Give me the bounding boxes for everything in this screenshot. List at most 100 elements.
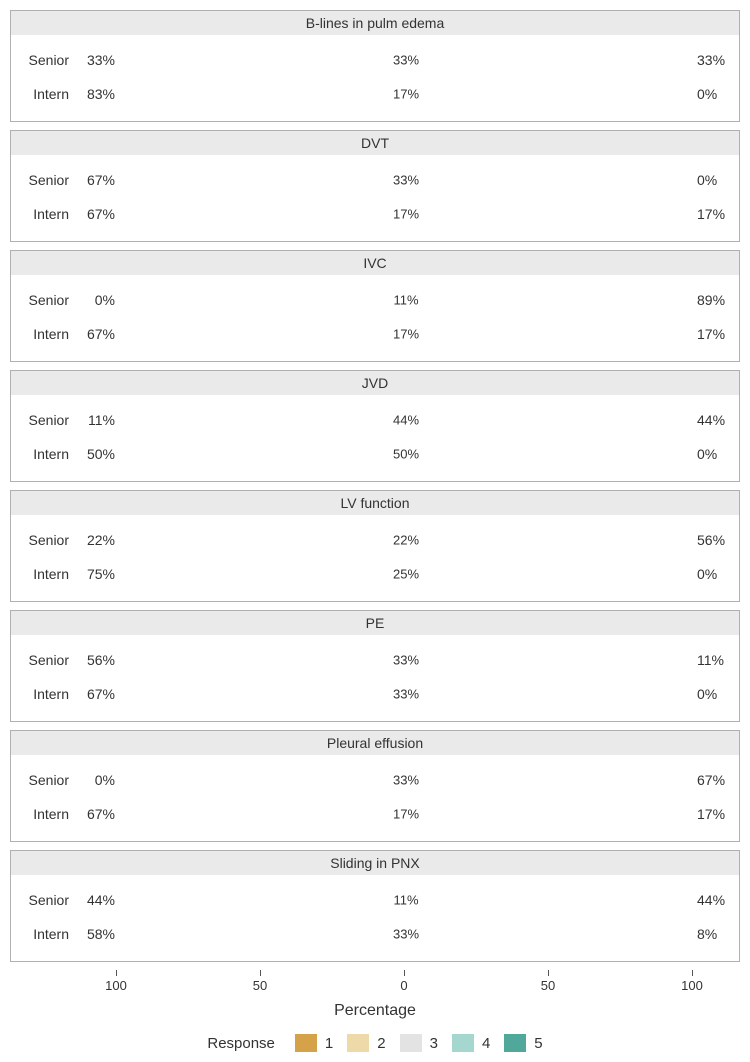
axis-tick-label: 100 [105,978,127,993]
row-left-pct: 58% [73,926,121,942]
facet-panel: B-lines in pulm edemaSenior33%33%33%Inte… [10,10,740,122]
facet-panel: DVTSenior67%33%0%Intern67%17%17% [10,130,740,242]
legend-swatch [400,1034,422,1052]
y-category-label: Intern [11,86,73,102]
row-neutral-pct: 33% [393,53,419,68]
x-axis: 10050050100 [10,970,740,998]
legend-label: 4 [482,1035,490,1052]
bar-area: 11% [121,889,691,911]
facet-title: JVD [11,371,739,395]
legend-item: 1 [295,1034,333,1052]
facet-body: Senior44%11%44%Intern58%33%8% [11,875,739,961]
legend-swatch [347,1034,369,1052]
bar-area: 33% [121,923,691,945]
bar-row: Intern75%25%0% [11,559,739,589]
axis-tick-label: 50 [541,978,555,993]
axis-tick-label: 50 [253,978,267,993]
y-category-label: Senior [11,892,73,908]
facet-title: Sliding in PNX [11,851,739,875]
facet-title: LV function [11,491,739,515]
legend-item: 4 [452,1034,490,1052]
row-right-pct: 44% [691,892,739,908]
axis-tick-label: 100 [681,978,703,993]
row-left-pct: 56% [73,652,121,668]
facet-title: IVC [11,251,739,275]
row-left-pct: 67% [73,326,121,342]
legend-item: 2 [347,1034,385,1052]
bar-area: 33% [121,769,691,791]
row-neutral-pct: 17% [393,87,419,102]
row-neutral-pct: 11% [393,293,418,308]
bar-row: Senior0%33%67% [11,765,739,795]
row-neutral-pct: 33% [393,653,419,668]
row-right-pct: 0% [691,566,739,582]
row-left-pct: 22% [73,532,121,548]
bar-row: Intern67%17%17% [11,199,739,229]
row-neutral-pct: 44% [393,413,419,428]
y-category-label: Senior [11,292,73,308]
bar-row: Intern67%17%17% [11,799,739,829]
row-neutral-pct: 17% [393,327,419,342]
facet-body: Senior67%33%0%Intern67%17%17% [11,155,739,241]
bar-area: 33% [121,683,691,705]
bar-row: Intern67%33%0% [11,679,739,709]
legend-swatch [295,1034,317,1052]
row-right-pct: 67% [691,772,739,788]
legend-item: 5 [504,1034,542,1052]
likert-chart: B-lines in pulm edemaSenior33%33%33%Inte… [10,10,740,1052]
bar-row: Intern58%33%8% [11,919,739,949]
facet-panel: Pleural effusionSenior0%33%67%Intern67%1… [10,730,740,842]
facet-body: Senior11%44%44%Intern50%50%0% [11,395,739,481]
y-category-label: Senior [11,772,73,788]
row-left-pct: 83% [73,86,121,102]
row-right-pct: 17% [691,326,739,342]
y-category-label: Senior [11,532,73,548]
bar-row: Intern83%17%0% [11,79,739,109]
axis-track: 10050050100 [116,970,692,998]
bar-area: 50% [121,443,691,465]
row-left-pct: 67% [73,172,121,188]
bar-area: 11% [121,289,691,311]
bar-area: 17% [121,323,691,345]
x-axis-title: Percentage [10,1002,740,1020]
legend: Response 12 3 45 [10,1034,740,1052]
facet-title: DVT [11,131,739,155]
row-right-pct: 0% [691,686,739,702]
row-neutral-pct: 11% [393,893,418,908]
bar-row: Senior56%33%11% [11,645,739,675]
bar-row: Senior67%33%0% [11,165,739,195]
row-left-pct: 33% [73,52,121,68]
facet-body: Senior56%33%11%Intern67%33%0% [11,635,739,721]
facet-panel: JVDSenior11%44%44%Intern50%50%0% [10,370,740,482]
row-neutral-pct: 33% [393,773,419,788]
legend-swatch [504,1034,526,1052]
bar-area: 33% [121,169,691,191]
row-neutral-pct: 22% [393,533,419,548]
row-right-pct: 17% [691,206,739,222]
bar-area: 44% [121,409,691,431]
bar-row: Senior22%22%56% [11,525,739,555]
row-right-pct: 0% [691,446,739,462]
axis-tick [404,970,405,976]
facet-title: B-lines in pulm edema [11,11,739,35]
legend-title: Response [207,1035,275,1052]
bar-area: 17% [121,83,691,105]
bar-area: 22% [121,529,691,551]
row-left-pct: 67% [73,206,121,222]
facet-panel: Sliding in PNXSenior44%11%44%Intern58%33… [10,850,740,962]
bar-row: Senior0%11%89% [11,285,739,315]
bar-row: Intern67%17%17% [11,319,739,349]
row-left-pct: 50% [73,446,121,462]
legend-label: 3 [430,1035,438,1052]
row-neutral-pct: 33% [393,173,419,188]
y-category-label: Senior [11,52,73,68]
axis-tick [116,970,117,976]
bar-area: 33% [121,649,691,671]
row-left-pct: 44% [73,892,121,908]
bar-area: 33% [121,49,691,71]
row-left-pct: 75% [73,566,121,582]
row-neutral-pct: 33% [393,927,419,942]
axis-tick [692,970,693,976]
y-category-label: Intern [11,926,73,942]
facet-body: Senior22%22%56%Intern75%25%0% [11,515,739,601]
